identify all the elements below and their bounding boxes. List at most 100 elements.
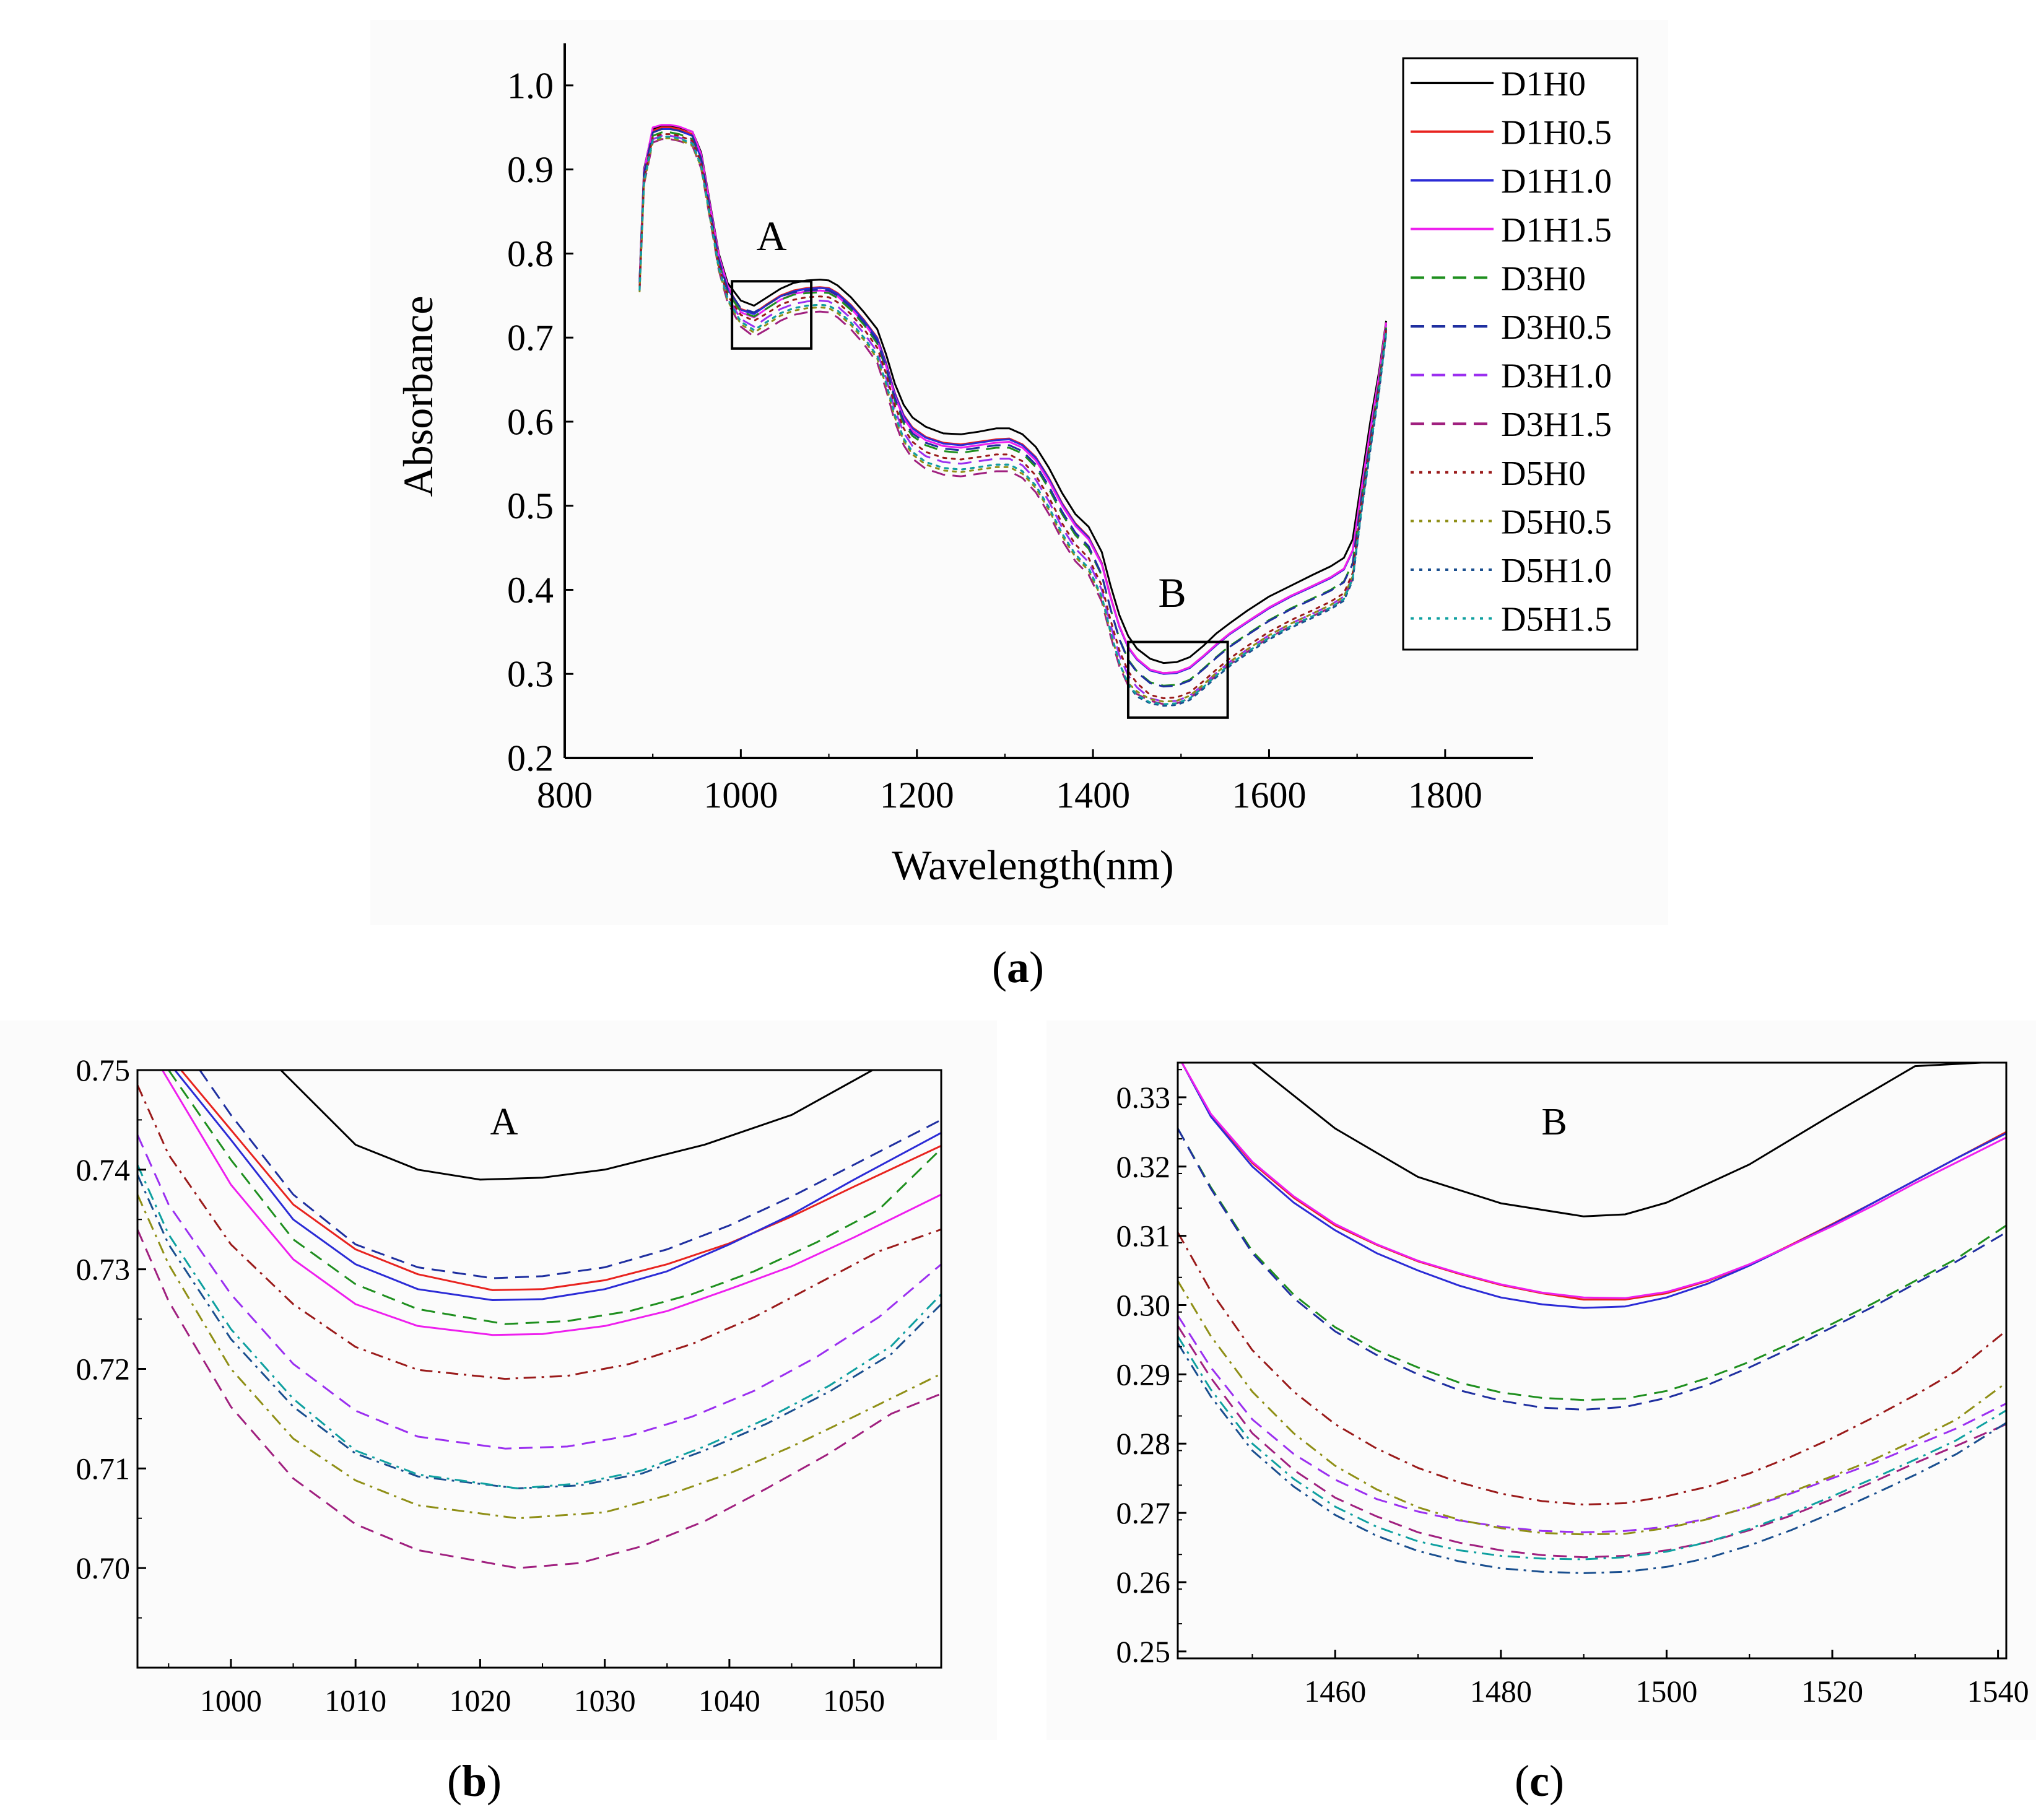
b-x-tick-label: 1050 (823, 1683, 885, 1718)
a-legend-label-d3h0-5: D3H0.5 (1501, 308, 1612, 347)
a-y-tick-label: 1.0 (507, 65, 554, 106)
a-zoom-box-B (1126, 640, 1229, 719)
b-series-d5h1-0 (137, 1174, 941, 1489)
a-legend-label-d3h1-5: D3H1.5 (1501, 406, 1612, 444)
a-legend-label-d3h0: D3H0 (1501, 259, 1586, 298)
c-x-tick-label: 1500 (1635, 1674, 1697, 1709)
a-series-d3h0-5 (638, 128, 1388, 688)
a-legend-label-d1h1-5: D1H1.5 (1501, 211, 1612, 250)
c-x-tick-label: 1480 (1470, 1674, 1532, 1709)
b-series-d1h0 (280, 1070, 874, 1181)
a-series-d3h1-0 (638, 134, 1388, 703)
a-legend-label-d5h0-5: D5H0.5 (1501, 503, 1612, 541)
a-y-axis-label: Absorbance (394, 296, 442, 497)
a-legend-label-d5h1-0: D5H1.0 (1501, 552, 1612, 590)
c-series-d5h1-0 (1178, 1343, 2006, 1574)
a-legend-label-d1h0: D1H0 (1501, 65, 1586, 103)
a-zoom-box-A (731, 280, 813, 350)
a-y-tick-label: 0.4 (507, 570, 554, 611)
b-x-tick-label: 1020 (449, 1683, 511, 1718)
c-series-d1h0 (1251, 1063, 1982, 1217)
c-y-tick-label: 0.32 (1116, 1149, 1171, 1184)
c-series-d3h1-0 (1178, 1315, 2006, 1533)
a-legend-frame (1402, 57, 1638, 651)
c-series-d5h0-5 (1178, 1280, 2006, 1536)
b-y-tick-label: 0.71 (76, 1451, 131, 1486)
c-y-tick-label: 0.33 (1116, 1080, 1171, 1115)
b-series-d5h1-5 (137, 1164, 941, 1489)
c-y-tick-label: 0.31 (1116, 1219, 1171, 1253)
c-x-tick-label: 1540 (1967, 1674, 2029, 1709)
a-series-d1h1-5 (638, 124, 1388, 674)
c-series-d3h0 (1178, 1128, 2006, 1401)
c-series-d5h1-5 (1178, 1336, 2006, 1561)
a-y-tick-label: 0.6 (507, 401, 554, 442)
panel-c-caption: (c) (1515, 1756, 1564, 1806)
a-legend-label-d1h0-5: D1H0.5 (1501, 114, 1612, 152)
b-y-tick-label: 0.72 (76, 1352, 131, 1387)
a-y-tick-label: 0.9 (507, 149, 554, 190)
c-plot-frame (1177, 1061, 2008, 1660)
a-x-axis-label: Wavelength(nm) (892, 842, 1173, 889)
c-y-tick-label: 0.27 (1116, 1496, 1171, 1530)
b-series-d3h0 (168, 1070, 941, 1325)
a-y-tick-label: 0.2 (507, 738, 554, 778)
a-legend-label-d5h0: D5H0 (1501, 455, 1586, 493)
a-x-tick-label: 1600 (1232, 775, 1306, 816)
a-series-d1h0 (638, 124, 1388, 664)
b-x-tick-label: 1040 (698, 1683, 760, 1718)
c-y-tick-label: 0.28 (1116, 1426, 1171, 1461)
b-y-tick-label: 0.73 (76, 1252, 131, 1287)
c-series-d1h1-5 (1181, 1063, 2006, 1299)
panel-c-chart: 1460 1480 1500 1520 1540 0.25 0.26 0.27 0.28 0.2… (1116, 1061, 2029, 1709)
b-inset-title: A (490, 1101, 518, 1143)
c-series-d1h1-0 (1181, 1063, 2006, 1309)
a-x-tick-label: 1000 (703, 775, 778, 816)
c-y-tick-label: 0.30 (1116, 1288, 1171, 1323)
c-inset-title: B (1541, 1101, 1567, 1143)
c-y-tick-label: 0.26 (1116, 1565, 1171, 1600)
b-y-tick-label: 0.74 (76, 1152, 131, 1187)
b-x-tick-label: 1010 (324, 1683, 386, 1718)
a-series-d5h1-5 (638, 136, 1388, 705)
b-series-d3h0-5 (199, 1070, 941, 1279)
b-x-tick-label: 1000 (200, 1683, 262, 1718)
a-annotation-B-label: B (1158, 569, 1186, 616)
a-series-d3h0 (638, 131, 1388, 687)
panel-a-caption: (a) (992, 943, 1044, 992)
b-series-d3h1-0 (137, 1134, 941, 1450)
panel-a-chart: 800 1000 1200 1400 1600 1800 0.2 0.3 0.4 0.5 0.6 0… (394, 43, 1638, 889)
c-series-d3h1-5 (1178, 1325, 2006, 1559)
panel-b-chart: 1000 1010 1020 1030 1040 1050 0.70 0.71 0.72 0.7… (76, 1053, 942, 1718)
c-y-tick-label: 0.29 (1116, 1357, 1171, 1391)
b-series-d1h1-5 (161, 1070, 941, 1336)
a-annotation-A-label: A (756, 212, 786, 259)
a-x-tick-label: 1800 (1408, 775, 1482, 816)
a-legend-label-d5h1-5: D5H1.5 (1501, 601, 1612, 639)
a-x-tick-label: 800 (537, 775, 593, 816)
b-series-d1h0-5 (180, 1070, 941, 1291)
a-legend: D1H0 D1H0.5 D1H1.0 D1H1.5 D3H0 D3H0.5 D3H1.0 D3… (1402, 57, 1638, 651)
b-series-d3h1-5 (137, 1229, 941, 1569)
c-series-d5h0 (1178, 1232, 2006, 1506)
b-series-d1h1-0 (174, 1070, 941, 1301)
c-x-tick-label: 1460 (1304, 1674, 1366, 1709)
panel-c-background (1046, 1021, 2036, 1740)
panel-b-caption: (b) (447, 1756, 502, 1806)
a-series-d5h0 (638, 133, 1388, 700)
b-y-tick-label: 0.70 (76, 1551, 131, 1585)
c-y-tick-label: 0.25 (1116, 1634, 1171, 1669)
a-legend-label-d3h1-0: D3H1.0 (1501, 357, 1612, 396)
a-y-tick-label: 0.7 (507, 318, 554, 359)
b-y-tick-label: 0.75 (76, 1053, 131, 1087)
a-y-tick-label: 0.3 (507, 654, 554, 695)
b-x-tick-label: 1030 (574, 1683, 636, 1718)
a-legend-label-d1h1-0: D1H1.0 (1501, 162, 1612, 201)
a-y-tick-label: 0.5 (507, 485, 554, 526)
a-x-tick-label: 1400 (1056, 775, 1130, 816)
c-x-tick-label: 1520 (1801, 1674, 1863, 1709)
panel-b-background (0, 1021, 997, 1740)
a-x-tick-label: 1200 (880, 775, 954, 816)
a-y-tick-label: 0.8 (507, 233, 554, 274)
